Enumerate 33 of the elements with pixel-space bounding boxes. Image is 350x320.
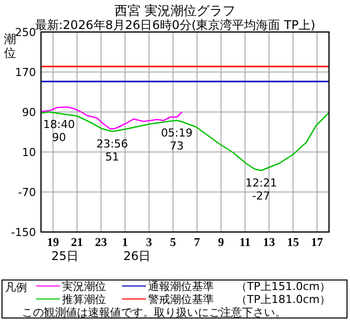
x-tick-label: 21	[71, 235, 83, 249]
y-tick-label: -150	[11, 226, 36, 239]
y-tick-label: 90	[22, 106, 36, 119]
x-tick-label: 5	[170, 235, 176, 249]
y-tick-label: -70	[18, 186, 36, 199]
x-tick-label: 11	[239, 235, 251, 249]
annotation: 12:21 -27	[245, 176, 278, 202]
y-tick-label: 250	[15, 26, 36, 39]
text: 26日	[123, 249, 151, 263]
y-tick-label: 170	[15, 66, 36, 79]
annotation: 18:40 90	[43, 118, 75, 144]
x-tick-label: 3	[146, 235, 152, 249]
x-tick-label: 9	[218, 235, 224, 249]
legend-label: 推算潮位	[62, 293, 106, 306]
x-tick-label: 7	[194, 235, 200, 249]
x-tick-label: 1	[122, 235, 128, 249]
legend-label: 警戒潮位基準 （TP上181.0cm）	[148, 293, 331, 306]
text: 25日	[51, 249, 79, 263]
x-tick-label: 19	[47, 235, 59, 249]
legend-label: 実況潮位	[62, 280, 106, 293]
x-tick-label: 13	[263, 235, 275, 249]
x-tick-label: 23	[95, 235, 107, 249]
y-axis-title: 潮位	[4, 32, 16, 60]
text: この観測値は速報値です。取り扱いにご注意下さい。	[22, 306, 286, 319]
legend-label: 通報潮位基準 （TP上151.0cm）	[148, 280, 331, 293]
legend-title: 凡例	[5, 281, 27, 294]
chart-subtitle: 最新:2026年8月26日6時0分(東京湾平均海面 TP上)	[34, 18, 316, 32]
annotation: 05:19 73	[160, 126, 193, 152]
y-tick-label: 10	[22, 146, 36, 159]
chart-title: 西宮 実況潮位グラフ	[114, 3, 236, 19]
x-tick-label: 15	[287, 235, 299, 249]
x-tick-label: 17	[311, 235, 323, 249]
annotation: 23:56 51	[96, 138, 128, 164]
